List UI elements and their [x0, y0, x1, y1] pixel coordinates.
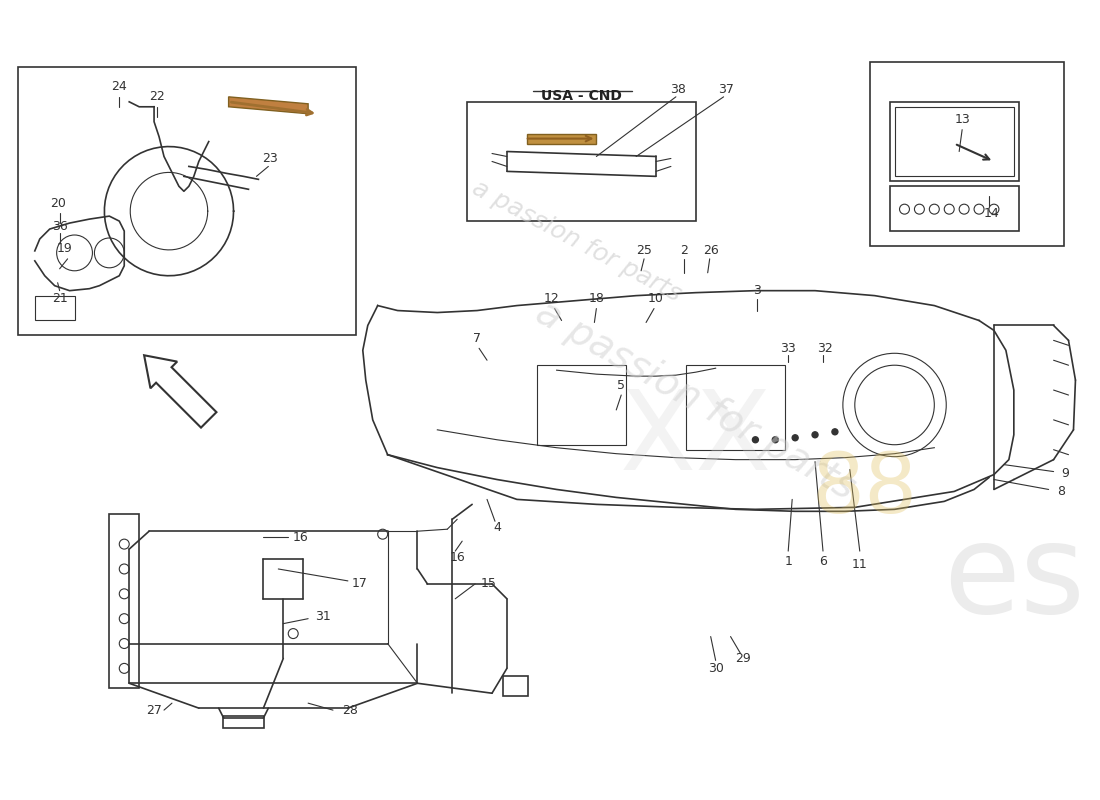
- Text: 11: 11: [851, 558, 868, 570]
- Circle shape: [752, 437, 758, 442]
- Text: 18: 18: [588, 292, 604, 305]
- Text: 25: 25: [636, 245, 652, 258]
- Text: 8: 8: [1057, 485, 1066, 498]
- Text: 88: 88: [812, 449, 917, 530]
- Circle shape: [772, 437, 779, 442]
- Text: 15: 15: [481, 578, 497, 590]
- Polygon shape: [229, 97, 308, 114]
- Text: 37: 37: [717, 83, 734, 96]
- Bar: [35, 296, 75, 321]
- Text: 1: 1: [784, 554, 792, 567]
- Bar: [222, 716, 264, 728]
- Bar: [894, 106, 1014, 176]
- Text: 33: 33: [780, 342, 796, 355]
- Polygon shape: [527, 134, 596, 143]
- Text: 23: 23: [263, 152, 278, 165]
- Text: 17: 17: [352, 578, 367, 590]
- Text: USA - CND: USA - CND: [541, 89, 622, 103]
- Bar: [109, 514, 140, 688]
- Text: 29: 29: [736, 652, 751, 665]
- Text: 32: 32: [817, 342, 833, 355]
- Text: 16: 16: [449, 550, 465, 563]
- Text: 28: 28: [342, 704, 358, 717]
- Text: 3: 3: [754, 284, 761, 297]
- Text: 9: 9: [1062, 467, 1069, 480]
- Text: XX: XX: [619, 386, 772, 494]
- Text: 21: 21: [52, 292, 67, 305]
- Text: 4: 4: [493, 521, 500, 534]
- Bar: [503, 676, 528, 696]
- Circle shape: [832, 429, 838, 434]
- Bar: [18, 67, 355, 335]
- Text: 13: 13: [955, 114, 970, 126]
- FancyArrow shape: [144, 355, 217, 428]
- Bar: [468, 102, 696, 221]
- Text: 31: 31: [316, 610, 331, 623]
- Circle shape: [792, 434, 799, 441]
- Text: 26: 26: [703, 245, 718, 258]
- Text: 2: 2: [680, 245, 688, 258]
- Text: 38: 38: [670, 83, 685, 96]
- Text: 27: 27: [146, 704, 162, 717]
- Text: 24: 24: [111, 81, 128, 94]
- Text: 16: 16: [293, 530, 308, 544]
- Text: 14: 14: [984, 206, 1000, 220]
- Text: a passion for parts: a passion for parts: [468, 176, 685, 306]
- Bar: [685, 366, 785, 450]
- Text: 36: 36: [52, 219, 67, 233]
- Text: 22: 22: [150, 90, 165, 103]
- Text: 10: 10: [648, 292, 664, 305]
- Bar: [537, 366, 626, 445]
- Bar: [890, 186, 1019, 231]
- Circle shape: [812, 432, 818, 438]
- Bar: [870, 62, 1064, 246]
- Text: es: es: [943, 518, 1085, 639]
- Text: 12: 12: [543, 292, 560, 305]
- Text: 5: 5: [617, 378, 625, 391]
- Text: 30: 30: [707, 662, 724, 675]
- Text: 19: 19: [57, 242, 73, 255]
- Bar: [890, 102, 1019, 182]
- Text: 6: 6: [820, 554, 827, 567]
- Text: 20: 20: [50, 197, 66, 210]
- Text: a passion for parts: a passion for parts: [529, 293, 862, 507]
- Text: 7: 7: [473, 332, 481, 345]
